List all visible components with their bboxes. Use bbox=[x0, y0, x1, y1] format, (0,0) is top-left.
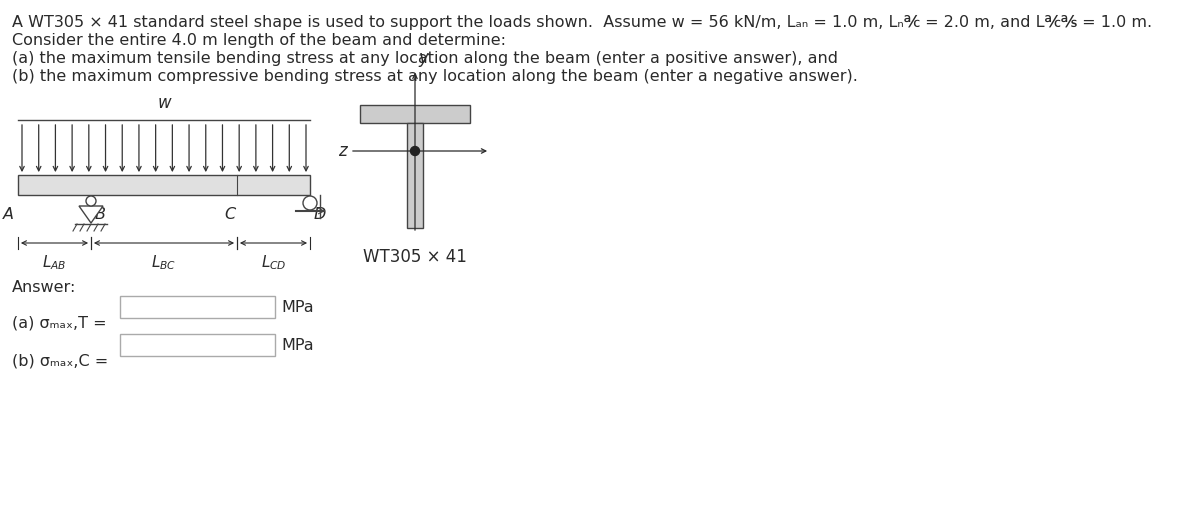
Bar bbox=[120, 296, 275, 318]
Bar bbox=[360, 105, 470, 123]
Text: B: B bbox=[95, 207, 106, 222]
Circle shape bbox=[410, 146, 420, 155]
Text: A: A bbox=[2, 207, 14, 222]
Text: (a) σₘₐₓ,T =: (a) σₘₐₓ,T = bbox=[12, 315, 107, 330]
Polygon shape bbox=[79, 206, 103, 223]
Text: Consider the entire 4.0 m length of the beam and determine:: Consider the entire 4.0 m length of the … bbox=[12, 33, 506, 48]
Text: (a) the maximum tensile bending stress at any location along the beam (enter a p: (a) the maximum tensile bending stress a… bbox=[12, 51, 838, 66]
Circle shape bbox=[86, 196, 96, 206]
Text: A WT305 × 41 standard steel shape is used to support the loads shown.  Assume w : A WT305 × 41 standard steel shape is use… bbox=[12, 15, 1152, 30]
Text: MPa: MPa bbox=[281, 299, 313, 314]
Text: w: w bbox=[157, 94, 170, 112]
Bar bbox=[407, 123, 424, 228]
Text: $L_{CD}$: $L_{CD}$ bbox=[260, 253, 287, 272]
Bar bbox=[120, 334, 275, 356]
Text: Answer:: Answer: bbox=[12, 280, 77, 295]
Text: z: z bbox=[338, 142, 347, 160]
Text: (b) σₘₐₓ,C =: (b) σₘₐₓ,C = bbox=[12, 353, 108, 368]
Text: WT305 × 41: WT305 × 41 bbox=[364, 248, 467, 266]
Circle shape bbox=[302, 196, 317, 210]
Text: MPa: MPa bbox=[281, 338, 313, 352]
Text: C: C bbox=[224, 207, 235, 222]
Text: $L_{AB}$: $L_{AB}$ bbox=[42, 253, 67, 272]
Bar bbox=[18, 175, 310, 195]
Text: (b) the maximum compressive bending stress at any location along the beam (enter: (b) the maximum compressive bending stre… bbox=[12, 69, 858, 84]
Text: $L_{BC}$: $L_{BC}$ bbox=[151, 253, 176, 272]
Text: y: y bbox=[418, 49, 428, 67]
Text: D: D bbox=[314, 207, 326, 222]
